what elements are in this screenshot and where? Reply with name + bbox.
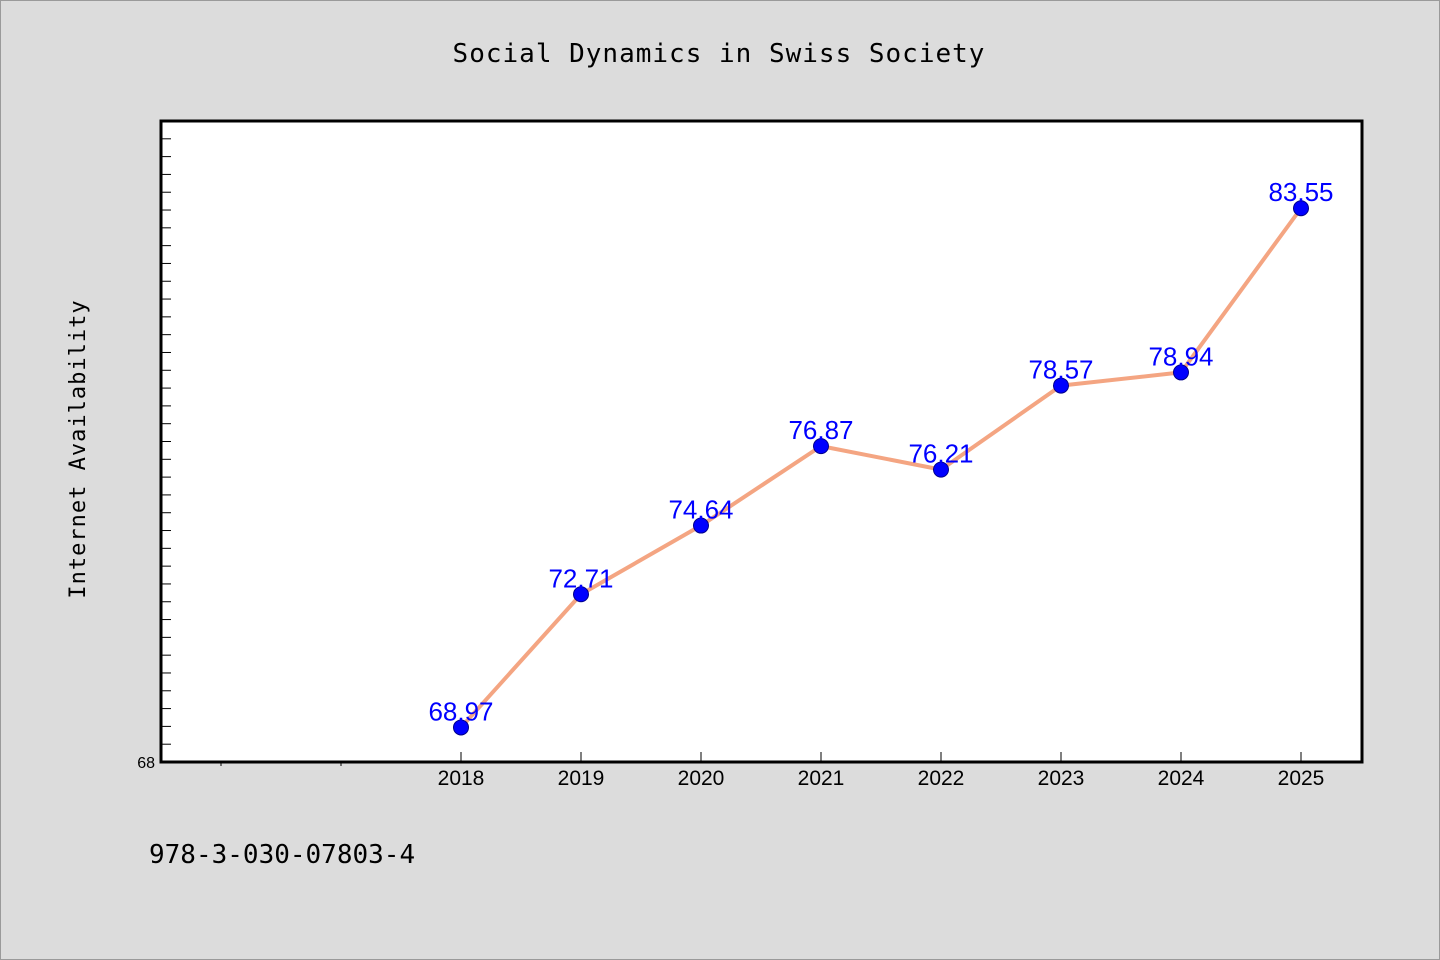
y-tick-label: 68 <box>137 755 155 772</box>
data-labels-layer: 68.97 72.71 74.64 76.87 76.21 78.57 78.94 83.55 <box>428 177 1333 726</box>
series-line <box>459 206 1303 730</box>
data-point <box>453 719 469 736</box>
x-tick-label: 2024 <box>1158 767 1205 790</box>
data-label: 76.21 <box>908 439 973 469</box>
data-point <box>1173 364 1189 381</box>
data-label: 72.71 <box>548 563 613 593</box>
data-label: 83.55 <box>1268 177 1333 207</box>
plot-area <box>159 119 1364 764</box>
data-point <box>933 461 949 478</box>
data-label: 74.64 <box>668 495 733 525</box>
data-label: 78.57 <box>1028 355 1093 385</box>
footer-isbn: 978-3-030-07803-4 <box>149 840 415 870</box>
x-tick-label: 2023 <box>1038 767 1085 790</box>
data-label: 76.87 <box>788 415 853 445</box>
chart-title: Social Dynamics in Swiss Society <box>453 39 986 69</box>
data-label: 78.94 <box>1148 341 1213 371</box>
x-tick-label: 2020 <box>678 767 725 790</box>
x-tick-label: 2021 <box>798 767 845 790</box>
data-point <box>1293 200 1309 217</box>
series-layer <box>453 200 1309 736</box>
data-label: 68.97 <box>428 696 493 726</box>
data-point <box>573 586 589 603</box>
x-tick-label: 2018 <box>438 767 485 790</box>
x-tick-label: 2025 <box>1278 767 1325 790</box>
x-tick-label: 2019 <box>558 767 605 790</box>
data-point <box>1053 377 1069 394</box>
data-point <box>813 438 829 455</box>
x-axis-ticks: 2018 2019 2020 2021 2022 2023 2024 2025 <box>220 752 1325 790</box>
y-axis-ticks: 68 <box>137 138 171 772</box>
x-tick-label: 2022 <box>918 767 965 790</box>
y-axis-label: Internet Availability <box>66 299 91 598</box>
data-point <box>693 517 709 534</box>
